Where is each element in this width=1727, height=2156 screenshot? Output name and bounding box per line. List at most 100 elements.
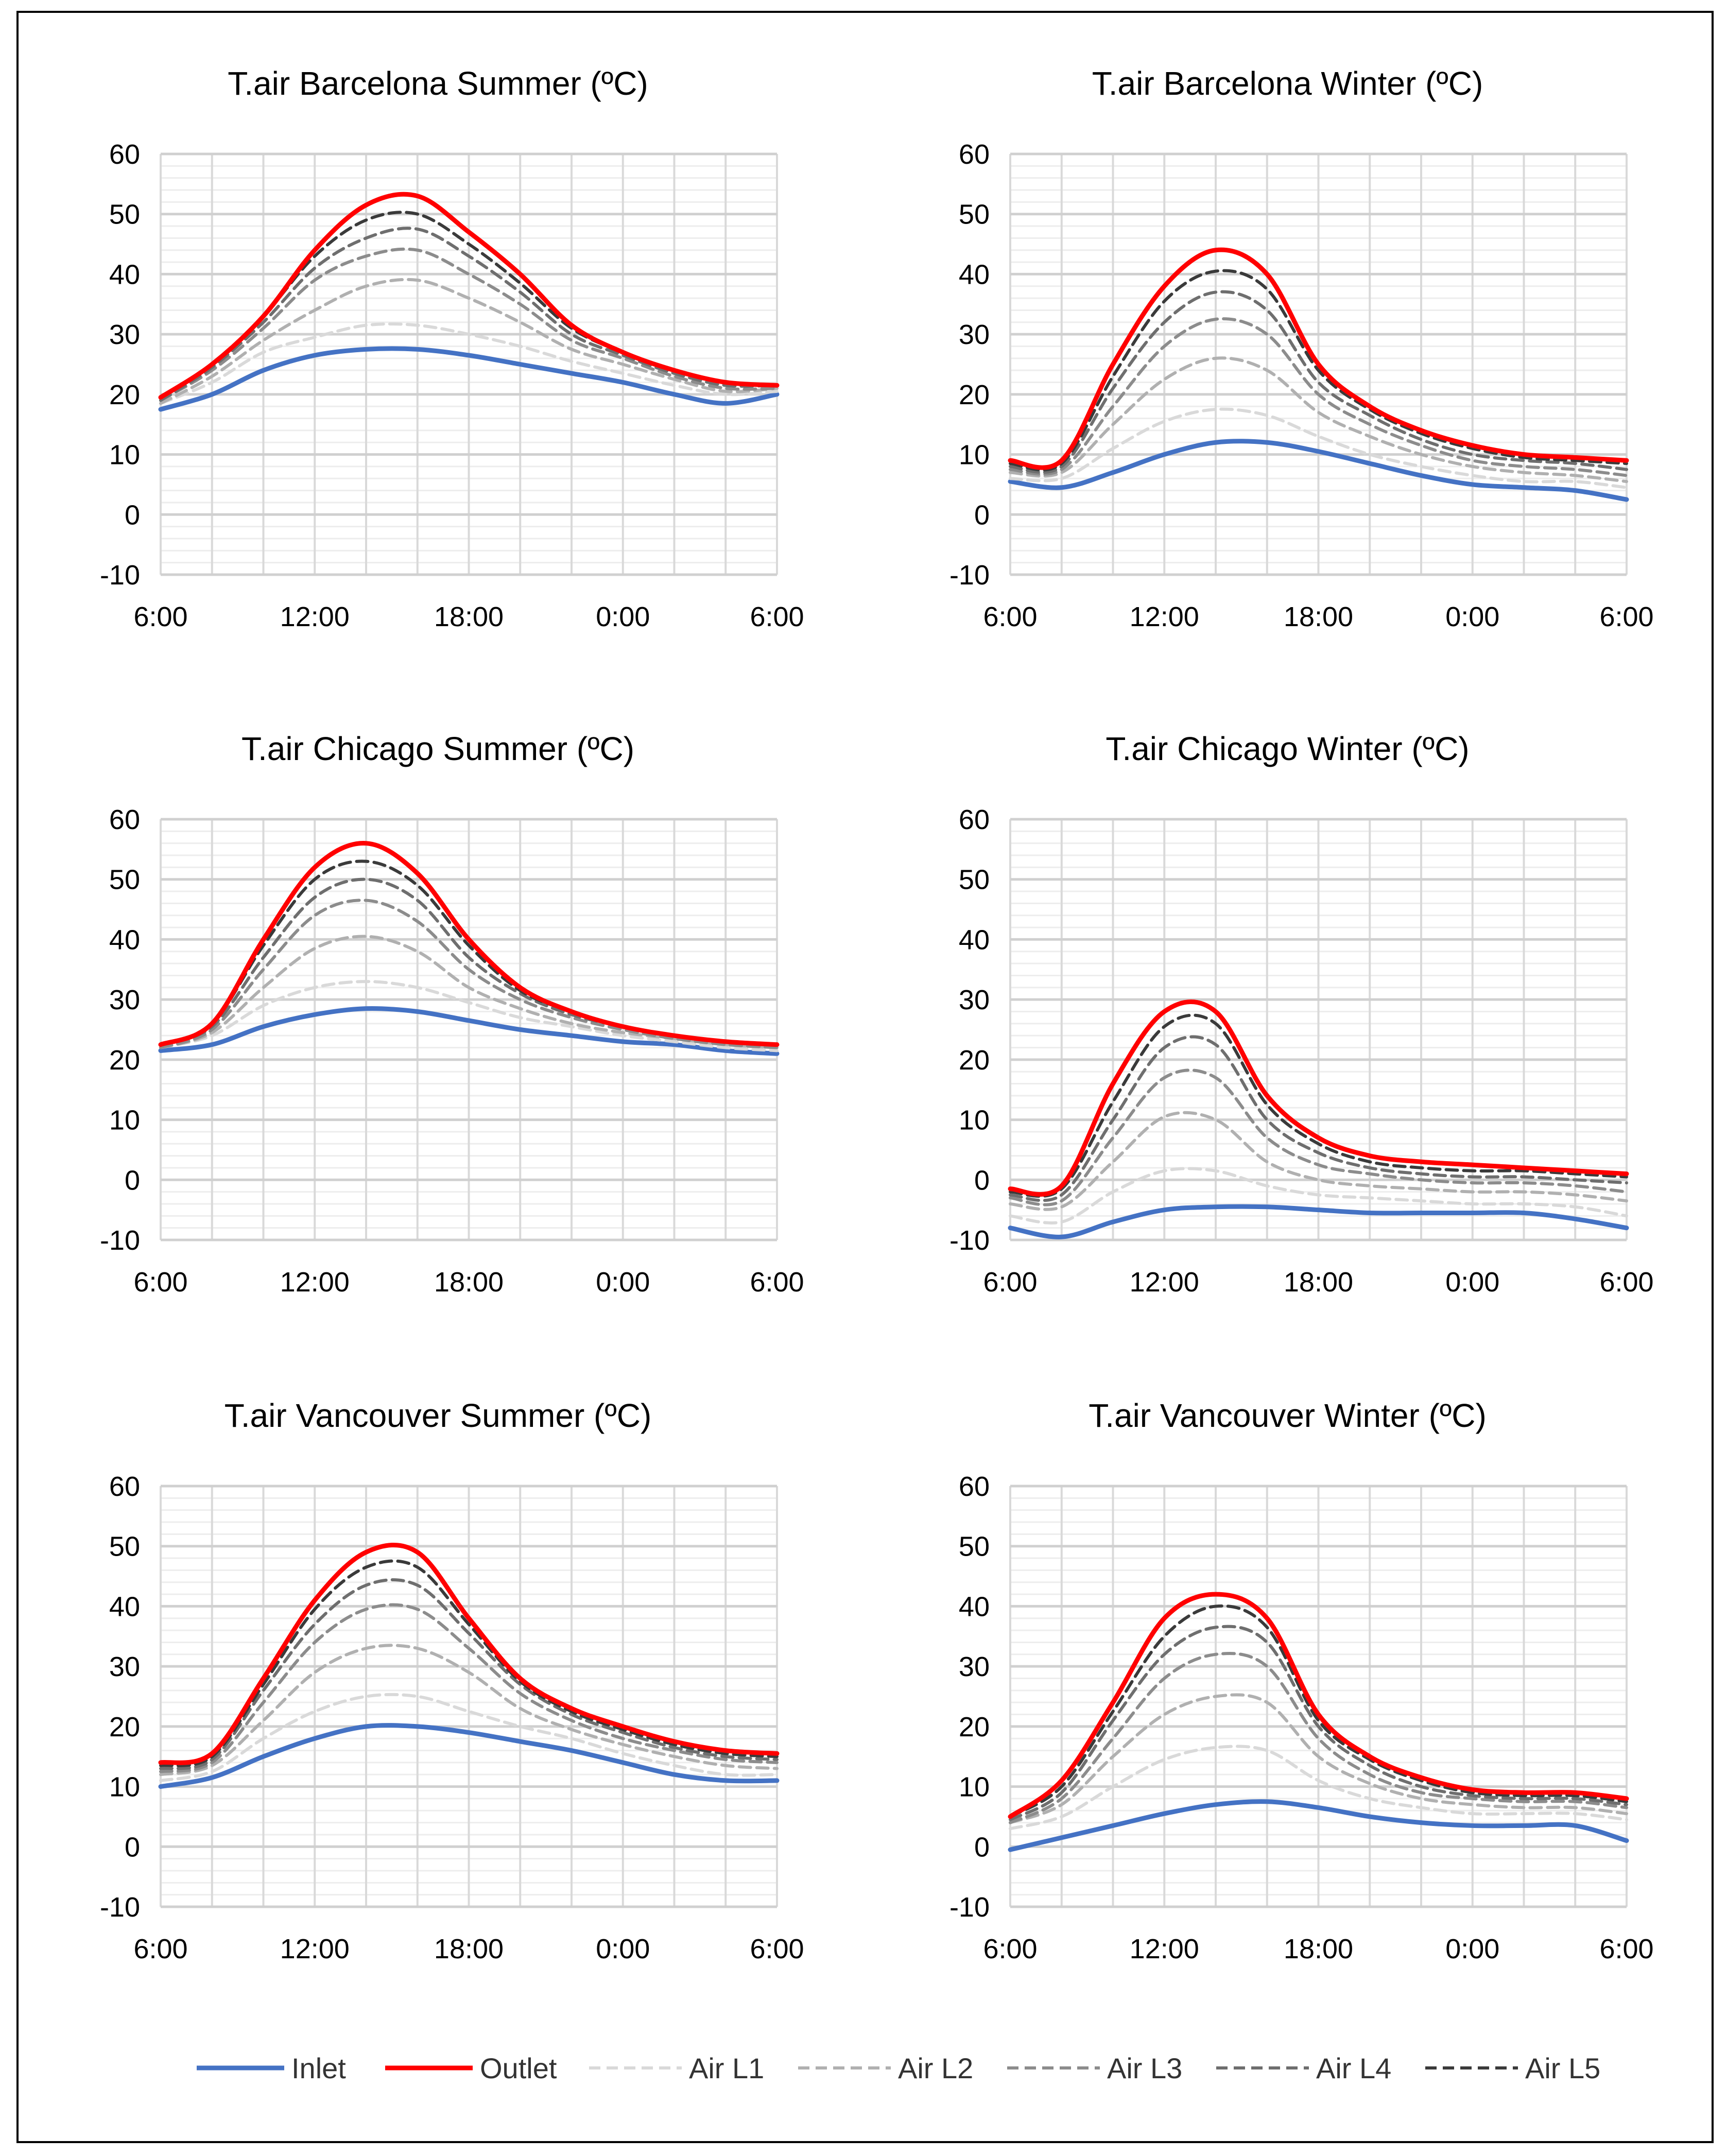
series-line-air-l1 — [159, 980, 779, 1053]
series-line-air-l1 — [159, 322, 779, 405]
chart-panel: T.air Vancouver Summer (ºC) -10 0 10 20 30 40 5… — [100, 1397, 804, 1964]
x-tick-label: 12:00 — [280, 601, 350, 632]
series-line-outlet — [1008, 999, 1629, 1197]
series-line-outlet — [1008, 1592, 1629, 1819]
y-tick-label: 40 — [109, 1591, 140, 1622]
y-tick-label: 0 — [974, 1832, 990, 1862]
x-tick-label: 18:00 — [1284, 601, 1353, 632]
series-line-air-l2 — [1009, 1111, 1628, 1211]
series-line-air-l4 — [1009, 1035, 1628, 1202]
y-tick-label: 30 — [959, 319, 990, 350]
y-tick-label: 60 — [109, 139, 140, 170]
y-tick-label: 50 — [959, 199, 990, 230]
series-line-inlet — [158, 1723, 780, 1789]
chart-title: T.air Barcelona Winter (ºC) — [1092, 65, 1483, 102]
series-line-inlet — [1008, 1204, 1629, 1239]
series-line-air-l5 — [1009, 269, 1628, 472]
y-tick-label: 20 — [959, 1045, 990, 1076]
x-tick-label: 12:00 — [1130, 1934, 1199, 1964]
chart-title: T.air Vancouver Winter (ºC) — [1089, 1397, 1487, 1434]
legend-label: Air L3 — [1107, 2052, 1182, 2084]
series-line-air-l3 — [159, 247, 779, 402]
legend-label: Air L4 — [1316, 2052, 1391, 2084]
series-line-inlet — [1008, 439, 1629, 502]
y-tick-label: 50 — [109, 865, 140, 895]
chart-panel: T.air Chicago Summer (ºC) -10 0 10 20 30 40 50 6… — [100, 730, 804, 1298]
x-tick-label: 6:00 — [1599, 601, 1653, 632]
legend-label: Inlet — [291, 2052, 346, 2084]
y-tick-label: 40 — [109, 924, 140, 955]
y-tick-label: 10 — [959, 1105, 990, 1136]
y-tick-label: 10 — [109, 1772, 140, 1803]
x-tick-label: 18:00 — [434, 1934, 504, 1964]
legend-label: Air L1 — [689, 2052, 764, 2084]
y-tick-label: 30 — [959, 1651, 990, 1682]
y-tick-label: -10 — [100, 1225, 140, 1256]
x-tick-label: 12:00 — [280, 1934, 350, 1964]
series-line-air-l2 — [159, 278, 779, 405]
legend-item: Air L2 — [798, 2052, 973, 2084]
y-tick-label: 10 — [959, 1772, 990, 1803]
chart-title: T.air Chicago Summer (ºC) — [241, 730, 634, 767]
y-tick-label: 0 — [125, 1165, 140, 1196]
x-tick-label: 6:00 — [1599, 1934, 1653, 1964]
chart-title: T.air Chicago Winter (ºC) — [1106, 730, 1469, 767]
y-tick-label: -10 — [100, 1892, 140, 1923]
y-tick-label: 50 — [959, 865, 990, 895]
chart-title: T.air Vancouver Summer (ºC) — [224, 1397, 652, 1434]
y-tick-label: 20 — [959, 1712, 990, 1743]
y-tick-label: -10 — [949, 560, 990, 591]
y-tick-label: 10 — [109, 440, 140, 471]
x-tick-label: 6:00 — [983, 1267, 1037, 1298]
x-tick-label: 18:00 — [1284, 1267, 1353, 1298]
chart-panel: T.air Chicago Winter (ºC) -10 0 10 20 30 40 50 6… — [949, 730, 1654, 1298]
chart-panel: T.air Vancouver Winter (ºC) -10 0 10 20 30 40 5… — [949, 1397, 1654, 1964]
x-tick-label: 18:00 — [434, 1267, 504, 1298]
x-tick-label: 6:00 — [1599, 1267, 1653, 1298]
series-line-air-l4 — [159, 227, 779, 402]
chart-panel: T.air Barcelona Winter (ºC) -10 0 10 20 30 40 5… — [949, 65, 1654, 632]
series-line-air-l3 — [1009, 1651, 1628, 1824]
x-tick-label: 0:00 — [596, 1267, 650, 1298]
series-line-air-l1 — [1009, 1745, 1628, 1831]
legend-item: Inlet — [197, 2052, 346, 2084]
x-tick-label: 12:00 — [280, 1267, 350, 1298]
y-tick-label: 20 — [959, 380, 990, 410]
x-tick-label: 6:00 — [750, 1934, 804, 1964]
y-tick-label: 60 — [959, 139, 990, 170]
series-line-air-l3 — [159, 899, 779, 1049]
series-line-air-l5 — [159, 1559, 779, 1767]
y-tick-label: 30 — [109, 1651, 140, 1682]
x-tick-label: 0:00 — [596, 601, 650, 632]
y-tick-label: 60 — [109, 804, 140, 835]
x-tick-label: 6:00 — [133, 1934, 187, 1964]
series-line-outlet — [158, 841, 780, 1047]
y-tick-label: 60 — [959, 1471, 990, 1502]
y-tick-label: 0 — [125, 499, 140, 530]
series-line-air-l2 — [1009, 356, 1628, 484]
series-line-air-l2 — [1009, 1693, 1628, 1824]
series-line-outlet — [158, 192, 780, 400]
y-tick-label: 40 — [959, 1591, 990, 1622]
legend-label: Air L2 — [898, 2052, 973, 2084]
series-line-air-l1 — [1009, 407, 1628, 489]
series-line-air-l3 — [159, 1603, 779, 1773]
x-tick-label: 12:00 — [1130, 1267, 1199, 1298]
y-tick-label: 40 — [959, 259, 990, 290]
x-tick-label: 6:00 — [983, 1934, 1037, 1964]
y-tick-label: 0 — [974, 1165, 990, 1196]
y-tick-label: 60 — [959, 804, 990, 835]
chart-title: T.air Barcelona Summer (ºC) — [228, 65, 648, 102]
legend-item: Air L1 — [589, 2052, 764, 2084]
x-tick-label: 0:00 — [1445, 601, 1499, 632]
series-line-air-l5 — [1009, 1604, 1628, 1818]
legend: Inlet Outlet Air L1 Air L2 Air L3 Air L4 Air L… — [197, 2052, 1600, 2084]
x-tick-label: 0:00 — [596, 1934, 650, 1964]
y-tick-label: -10 — [949, 1892, 990, 1923]
y-tick-label: 30 — [959, 985, 990, 1015]
series-line-air-l2 — [159, 1644, 779, 1776]
y-tick-label: -10 — [949, 1225, 990, 1256]
figure-border — [16, 11, 1714, 2143]
x-tick-label: 6:00 — [750, 601, 804, 632]
